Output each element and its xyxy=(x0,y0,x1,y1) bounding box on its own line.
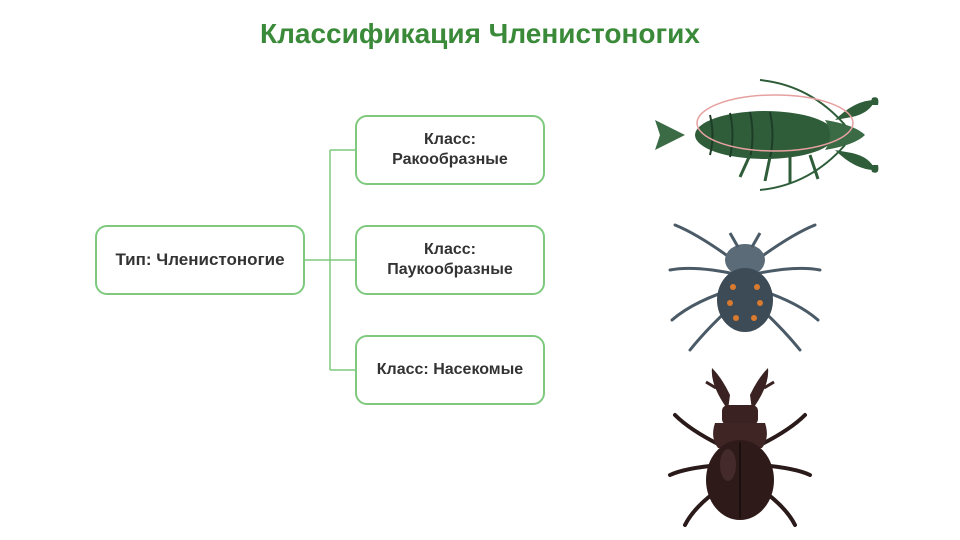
class-label-text: Ракообразные xyxy=(392,151,508,168)
node-class-insecta: Класс: Насекомые xyxy=(355,335,545,405)
root-label: Тип: Членистоногие xyxy=(115,249,284,270)
class-label-text: Паукообразные xyxy=(387,261,513,278)
crayfish-icon xyxy=(640,65,880,195)
class-label: Класс: Насекомые xyxy=(377,360,523,380)
root-label-prefix: Тип: xyxy=(115,250,156,269)
class-label-prefix: Класс: xyxy=(424,241,476,258)
class-label: Класс: Паукообразные xyxy=(387,240,513,280)
node-root-type: Тип: Членистоногие xyxy=(95,225,305,295)
node-class-arachnida: Класс: Паукообразные xyxy=(355,225,545,295)
node-class-crustacea: Класс: Ракообразные xyxy=(355,115,545,185)
page-title: Классификация Членистоногих xyxy=(0,18,960,50)
class-label: Класс: Ракообразные xyxy=(392,130,508,170)
class-label-prefix: Класс: xyxy=(424,131,476,148)
beetle-icon xyxy=(650,360,830,530)
spider-icon xyxy=(660,205,830,355)
class-label-text: Насекомые xyxy=(433,361,523,378)
root-label-text: Членистоногие xyxy=(156,250,284,269)
class-label-prefix: Класс: xyxy=(377,361,433,378)
